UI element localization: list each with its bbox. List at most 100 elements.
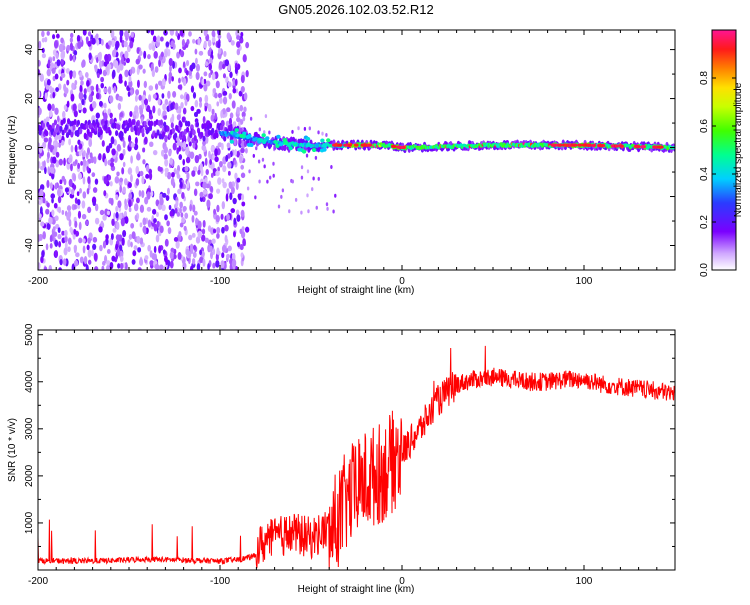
- x-tick-label: -100: [210, 576, 230, 587]
- spectrogram-cell: [103, 176, 108, 185]
- spectrogram-cell: [325, 202, 329, 207]
- y-tick-label: -40: [24, 238, 35, 253]
- spectrogram-cell: [124, 69, 129, 78]
- spectrogram-cell: [203, 40, 207, 49]
- spectrogram-cell: [77, 40, 82, 50]
- spectrogram-cell: [96, 121, 100, 128]
- spectrogram-cell: [205, 80, 211, 87]
- spectrogram-cell: [90, 85, 95, 91]
- spectrogram-cell: [321, 131, 324, 136]
- spectrogram-cell: [38, 40, 42, 50]
- spectrogram-cell: [222, 165, 227, 173]
- spectrogram-cell: [63, 157, 66, 167]
- spectrogram-cell: [148, 43, 153, 51]
- spectrogram-cell: [570, 143, 576, 147]
- spectrogram-cell: [99, 129, 103, 136]
- spectrogram-cell: [74, 220, 78, 228]
- spectrogram-cell: [229, 112, 234, 119]
- spectrogram-cell: [57, 134, 62, 141]
- spectrogram-cell: [84, 220, 89, 226]
- spectrogram-cell: [305, 153, 309, 158]
- spectrogram-cell: [55, 52, 59, 59]
- spectrogram-cell: [307, 209, 310, 214]
- spectrogram-cell: [118, 212, 123, 221]
- spectrogram-cell: [225, 253, 231, 259]
- chart-title: GN05.2026.102.03.52.R12: [278, 2, 433, 17]
- spectrogram-cell: [53, 119, 58, 126]
- spectrogram-cell: [168, 204, 172, 211]
- spectrogram-cell: [217, 142, 223, 148]
- spectrogram-cell: [172, 142, 177, 151]
- spectrogram-cell: [58, 142, 61, 148]
- spectrogram-cell: [236, 150, 240, 158]
- spectrogram-cell: [52, 226, 56, 232]
- spectrogram-cell: [77, 139, 81, 145]
- spectrogram-cell: [577, 143, 583, 147]
- colorbar-label: Normalized spectral amplitude: [733, 82, 744, 217]
- spectrogram-cell: [154, 66, 159, 73]
- spectrogram-cell: [139, 204, 145, 213]
- spectrogram-cell: [78, 91, 84, 100]
- x-tick-label: 100: [576, 276, 593, 287]
- spectrogram-cell: [158, 245, 162, 254]
- spectrogram-cell: [240, 209, 245, 218]
- spectrogram-cell: [92, 243, 97, 251]
- spectrogram-cell: [119, 111, 124, 118]
- spectrogram-cell: [164, 158, 169, 167]
- spectrogram-cell: [50, 62, 55, 69]
- y-tick-label: 4000: [24, 370, 35, 393]
- spectrogram-cell: [216, 204, 220, 213]
- spectrogram-cell: [100, 220, 104, 227]
- spectrogram-cell: [241, 226, 245, 232]
- spectrogram-cell: [81, 60, 85, 68]
- spectrogram-cell: [95, 92, 100, 100]
- colorbar-tick-label: 0.6: [699, 119, 710, 133]
- spectrogram-cell: [128, 199, 132, 208]
- spectrogram-cell: [109, 112, 113, 119]
- spectrogram-cell: [216, 226, 221, 234]
- spectrogram-cell: [116, 221, 120, 231]
- spectrogram-cell: [185, 156, 191, 164]
- spectrogram-cell: [226, 188, 230, 195]
- spectrogram-cell: [306, 169, 310, 174]
- spectrogram-cell: [178, 67, 182, 74]
- spectrogram-cell: [146, 191, 151, 200]
- spectrogram-cell: [99, 209, 105, 216]
- spectrogram-cell: [110, 136, 115, 145]
- spectrogram-cell: [215, 170, 220, 177]
- spectrogram-cell: [138, 189, 142, 197]
- spectrogram-cell: [139, 222, 143, 228]
- spectrogram-cell: [169, 260, 174, 269]
- spectrogram-cell: [186, 171, 190, 180]
- spectrogram-cell: [174, 102, 179, 111]
- spectrogram-cell: [182, 205, 187, 212]
- spectrogram-cell: [314, 155, 318, 160]
- spectrogram-cell: [130, 126, 134, 133]
- spectrogram-cell: [72, 55, 76, 63]
- spectrogram-cell: [147, 54, 151, 60]
- spectrogram-cell: [143, 50, 147, 59]
- spectrogram-cell: [87, 237, 91, 244]
- spectrogram-cell: [108, 129, 112, 136]
- spectrogram-cell: [139, 170, 144, 177]
- spectrogram-cell: [195, 121, 200, 128]
- spectrogram-cell: [236, 106, 240, 115]
- spectrogram-cell: [222, 181, 227, 189]
- spectrogram-cell: [208, 72, 212, 79]
- spectrogram-cell: [220, 110, 224, 119]
- spectrogram-cell: [103, 102, 107, 109]
- spectrogram-cell: [110, 162, 115, 168]
- spectrogram-cell: [75, 252, 80, 258]
- spectrogram-cell: [48, 265, 53, 270]
- spectrogram-cell: [163, 146, 168, 154]
- spectrogram-cell: [86, 86, 91, 93]
- spectrogram-cell: [158, 167, 163, 172]
- spectrogram-cell: [215, 215, 220, 223]
- spectrogram-cell: [103, 190, 107, 197]
- spectrogram-cell: [111, 255, 116, 262]
- spectrogram-cell: [203, 30, 208, 37]
- spectrogram-cell: [142, 68, 146, 74]
- spectrogram-cell: [70, 131, 74, 138]
- spectrogram-cell: [51, 67, 56, 74]
